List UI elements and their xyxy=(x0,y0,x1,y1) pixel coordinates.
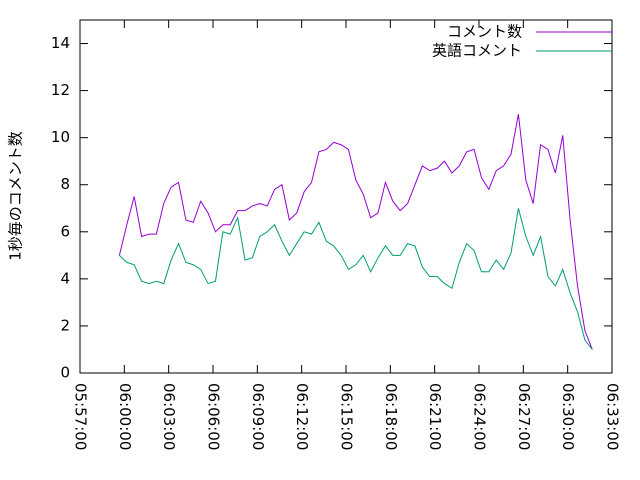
x-tick-label: 06:33:00 xyxy=(604,383,622,450)
legend-label: コメント数 xyxy=(447,23,522,41)
plot-frame xyxy=(79,19,613,374)
y-tick-label: 8 xyxy=(60,175,70,193)
y-tick-label: 2 xyxy=(60,316,70,334)
x-tick-label: 06:24:00 xyxy=(471,383,489,450)
y-axis-label: 1秒毎のコメント数 xyxy=(7,131,25,261)
x-tick-label: 06:21:00 xyxy=(426,383,444,450)
x-tick-label: 06:06:00 xyxy=(205,383,223,450)
legend-label: 英語コメント xyxy=(432,42,522,60)
x-tick-label: 06:30:00 xyxy=(559,383,577,450)
y-tick-label: 4 xyxy=(60,269,70,287)
data-line xyxy=(118,114,593,350)
y-tick-label: 0 xyxy=(60,364,70,382)
y-tick-label: 14 xyxy=(51,34,70,52)
x-tick-label: 06:12:00 xyxy=(293,383,311,450)
x-tick-label: 06:27:00 xyxy=(515,383,533,450)
y-tick-label: 12 xyxy=(51,81,70,99)
y-tick-label: 10 xyxy=(51,128,70,146)
y-tick-label: 6 xyxy=(60,222,70,240)
data-line xyxy=(119,208,593,350)
x-tick-label: 06:09:00 xyxy=(249,383,267,450)
x-tick-label: 06:15:00 xyxy=(338,383,356,450)
x-tick-label: 06:18:00 xyxy=(382,383,400,450)
x-tick-label: 06:03:00 xyxy=(160,383,178,450)
x-tick-label: 06:00:00 xyxy=(116,383,134,450)
x-tick-label: 05:57:00 xyxy=(72,383,90,450)
